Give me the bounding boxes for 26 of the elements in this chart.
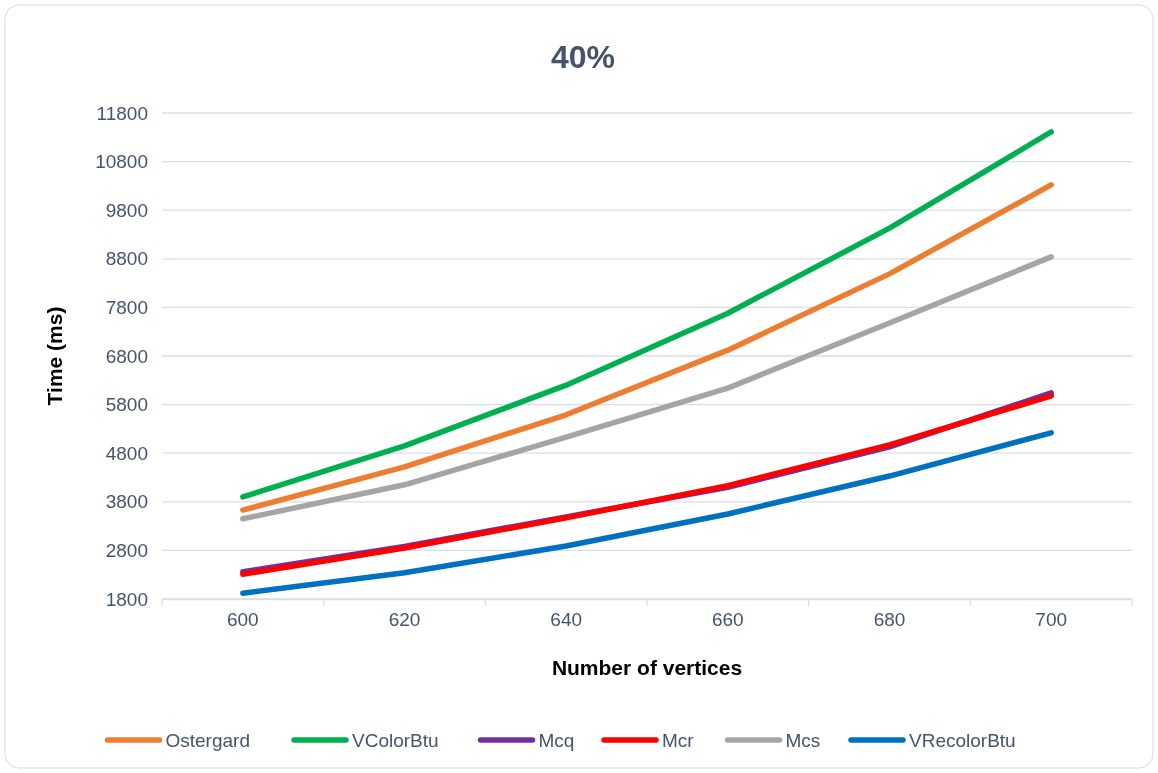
x-axis-title: Number of vertices [551, 656, 743, 679]
legend-label: VRecolorBtu [909, 730, 1016, 751]
legend-label: Mcr [662, 730, 695, 751]
y-tick-label: 10800 [95, 151, 148, 173]
x-tick-label: 680 [873, 609, 906, 631]
y-tick-label: 6800 [105, 345, 148, 367]
y-tick-label: 4800 [105, 442, 148, 464]
y-tick-label: 11800 [96, 102, 148, 124]
y-tick-label: 1800 [105, 588, 148, 610]
x-tick-label: 640 [550, 609, 583, 631]
legend-label: Ostergard [165, 730, 250, 751]
y-tick-label: 8800 [105, 248, 148, 270]
y-tick-label: 9800 [105, 199, 148, 221]
y-tick-label: 7800 [105, 296, 148, 318]
legend-label: Mcq [538, 730, 575, 751]
y-tick-label: 3800 [105, 491, 148, 513]
x-tick-label: 620 [388, 609, 421, 631]
x-tick-label: 700 [1035, 609, 1068, 631]
y-tick-label: 5800 [105, 394, 148, 416]
legend-label: VColorBtu [352, 730, 439, 751]
y-tick-label: 2800 [105, 539, 148, 561]
x-tick-label: 600 [226, 609, 259, 631]
chart-title: 40% [550, 39, 616, 75]
y-axis-title: Time (ms) [43, 306, 66, 406]
legend-label: Mcs [785, 730, 821, 751]
x-tick-label: 660 [711, 609, 744, 631]
